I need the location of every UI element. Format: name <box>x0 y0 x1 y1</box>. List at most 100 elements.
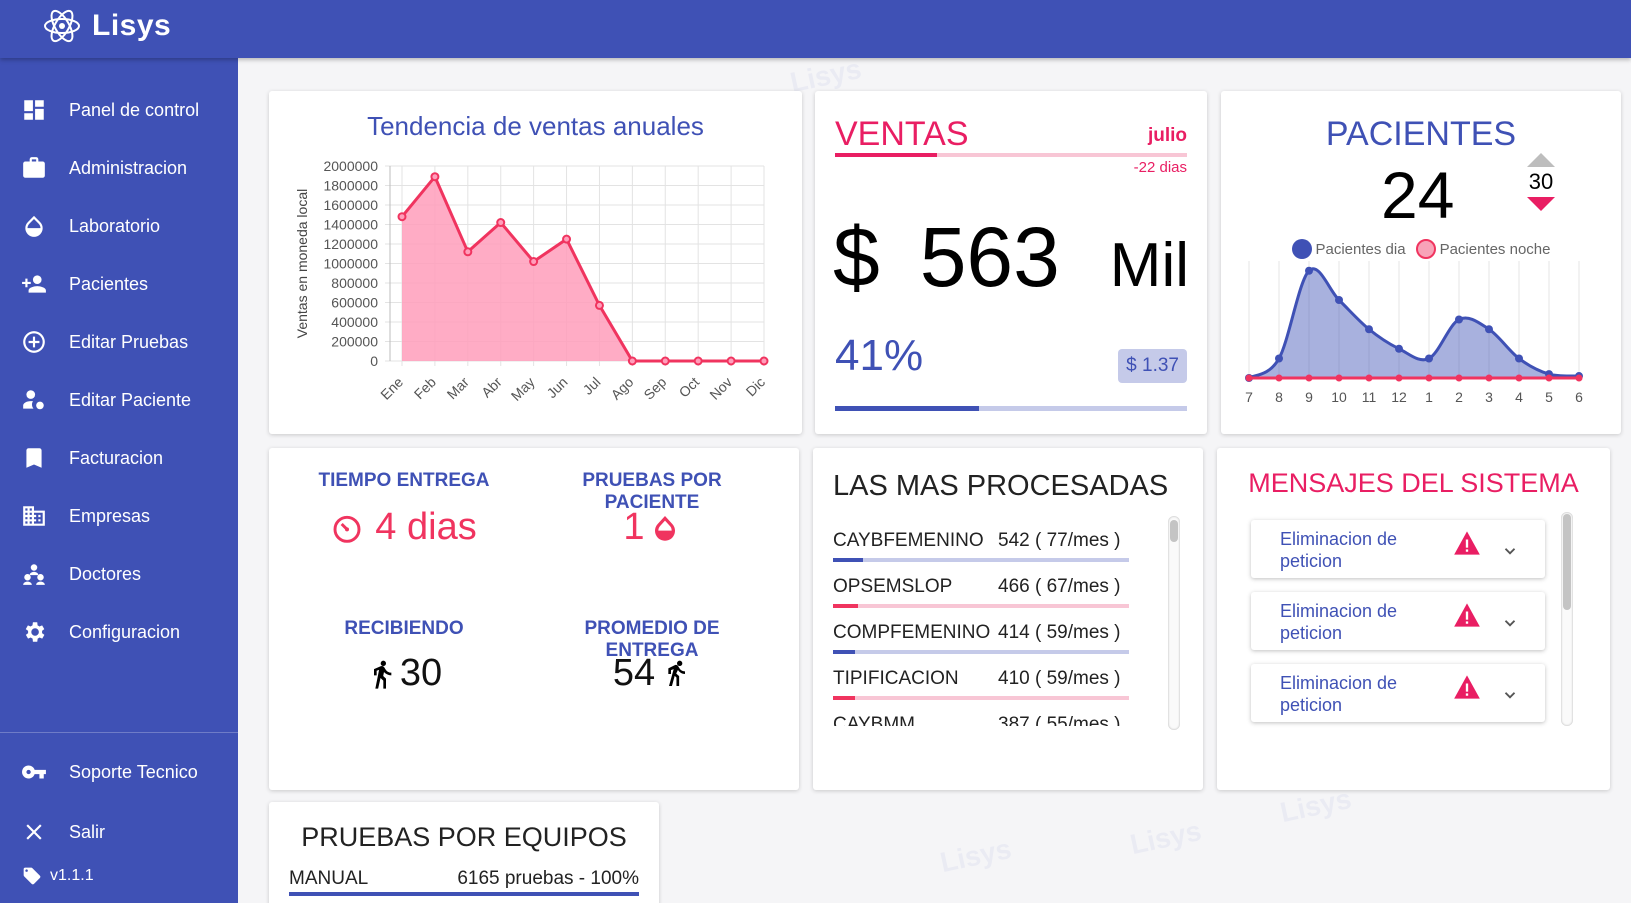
legend-night[interactable]: Pacientes noche <box>1415 239 1551 259</box>
currency-symbol: $ <box>833 210 880 304</box>
test-name: CAYBMM <box>833 714 915 726</box>
test-bar-fill <box>833 696 856 700</box>
x-tick-label: Abr <box>478 374 505 401</box>
mas-procesadas-list[interactable]: CAYBFEMENINO 542 ( 77/mes ) OPSEMSLOP 466 (… <box>833 522 1143 726</box>
day-point <box>1275 354 1283 363</box>
y-tick-label: 1200000 <box>323 236 378 252</box>
warning-icon <box>1454 675 1480 699</box>
dashboard-icon <box>20 96 48 124</box>
equipo-name: MANUAL <box>289 868 369 889</box>
x-tick-label: Jul <box>580 374 604 398</box>
drop-icon <box>20 212 48 240</box>
sales-point <box>496 218 506 228</box>
sales-unit: Mil <box>1109 231 1189 300</box>
hour-tick-label: 5 <box>1545 389 1553 405</box>
x-tick-label: Oct <box>676 374 703 401</box>
sales-area <box>402 176 764 361</box>
chevron-down-icon[interactable] <box>1501 614 1519 632</box>
sales-progress-fill <box>835 406 980 411</box>
pruebas-paciente-label: PRUEBAS POR PACIENTE <box>582 470 722 513</box>
sales-point <box>759 356 769 366</box>
sidebar-item-label: Laboratorio <box>69 215 161 236</box>
patient-change: 30 <box>1528 169 1554 194</box>
scrollbar[interactable] <box>1561 512 1573 726</box>
hour-tick-label: 8 <box>1275 389 1283 405</box>
scrollbar-thumb[interactable] <box>1170 520 1178 542</box>
message-item[interactable]: Eliminacion de peticion <box>1251 592 1545 650</box>
y-tick-label: 200000 <box>331 334 378 350</box>
pacientes-title: PACIENTES <box>1325 115 1517 153</box>
building-icon <box>20 502 48 530</box>
sidebar-item-label: Administracion <box>69 157 188 178</box>
day-point <box>1305 266 1313 275</box>
sales-point <box>627 356 637 366</box>
sidebar-item-editar-paciente[interactable]: Editar Paciente <box>0 376 238 424</box>
sidebar-item-soporte-tecnico[interactable]: Soporte Tecnico <box>0 748 238 796</box>
x-tick-label: Ago <box>608 374 637 403</box>
chevron-down-icon[interactable] <box>1501 686 1519 704</box>
sidebar-item-label: Panel de control <box>69 99 200 120</box>
recibiendo: 30 <box>289 652 519 695</box>
list-item[interactable]: COMPFEMENINO 414 ( 59/mes ) <box>833 614 1143 660</box>
day-point <box>1485 325 1493 334</box>
x-tick-label: Dic <box>742 374 768 400</box>
message-text: Eliminacion de peticion <box>1280 601 1398 643</box>
list-item[interactable]: CAYBFEMENINO 542 ( 77/mes ) <box>833 522 1143 568</box>
user-cog-icon <box>20 386 48 414</box>
legend-day[interactable]: Pacientes dia <box>1291 239 1406 259</box>
night-point <box>1575 374 1583 382</box>
night-point <box>1365 374 1373 382</box>
day-area <box>1249 268 1579 378</box>
ventas-card: VENTAS julio -22 dias $ 563 Mil 41% $ 1.… <box>815 91 1207 434</box>
scrollbar-thumb[interactable] <box>1563 514 1571 610</box>
sidebar-item-label: Editar Paciente <box>69 389 192 410</box>
y-tick-label: 400000 <box>331 314 378 330</box>
sidebar-item-label: Pacientes <box>69 273 149 294</box>
day-point <box>1455 315 1463 324</box>
test-bar <box>833 604 1129 608</box>
list-item[interactable]: CAYBMM 387 ( 55/mes ) <box>833 706 1143 726</box>
sidebar-item-editar-pruebas[interactable]: Editar Pruebas <box>0 318 238 366</box>
sales-point <box>397 212 407 222</box>
sidebar-item-empresas[interactable]: Empresas <box>0 492 238 540</box>
x-tick-label: Mar <box>444 374 473 403</box>
month-progress-bar <box>835 153 1187 157</box>
message-item[interactable]: Eliminacion de peticion <box>1251 664 1545 722</box>
sidebar-item-label: Doctores <box>69 563 142 584</box>
patient-count: 24 <box>1381 158 1455 232</box>
test-bar <box>833 696 1129 700</box>
top-bar: Lisys <box>0 0 1631 58</box>
chevron-down-icon[interactable] <box>1501 542 1519 560</box>
patients-chart: 7 8 9 10 11 12 1 2 3 4 5 6 <box>1245 261 1583 405</box>
test-name: OPSEMSLOP <box>833 576 953 597</box>
sidebar-item-salir[interactable]: Salir <box>0 808 238 856</box>
scrollbar[interactable] <box>1168 516 1180 730</box>
sidebar-item-administracion[interactable]: Administracion <box>0 144 238 192</box>
mas-procesadas-title: LAS MAS PROCESADAS <box>833 470 1169 502</box>
pacientes-card: PACIENTES 24 30 Pacientes dia Pacientes … <box>1221 91 1621 434</box>
walking-icon <box>373 660 392 689</box>
sidebar-item-doctores[interactable]: Doctores <box>0 550 238 598</box>
y-tick-label: 1800000 <box>323 178 378 194</box>
sidebar-item-panel-de-control[interactable]: Panel de control <box>0 86 238 134</box>
equipo-value: 6165 pruebas - 100% <box>457 868 639 889</box>
list-item[interactable]: OPSEMSLOP 466 ( 67/mes ) <box>833 568 1143 614</box>
app-logo[interactable]: Lisys <box>42 6 171 46</box>
y-tick-label: 2000000 <box>323 158 378 174</box>
recibiendo-value: 30 <box>399 652 443 694</box>
test-bar <box>833 650 1129 654</box>
sales-point <box>594 300 604 310</box>
night-point <box>1335 374 1343 382</box>
sidebar-item-laboratorio[interactable]: Laboratorio <box>0 202 238 250</box>
message-item[interactable]: Eliminacion de peticion <box>1251 520 1545 578</box>
equipos-card: PRUEBAS POR EQUIPOS MANUAL 6165 pruebas … <box>269 802 659 903</box>
legend-night-label: Pacientes noche <box>1439 240 1551 258</box>
hour-tick-label: 10 <box>1331 389 1347 405</box>
list-item[interactable]: TIPIFICACION 410 ( 59/mes ) <box>833 660 1143 706</box>
tag-icon <box>23 867 41 885</box>
sidebar-item-pacientes[interactable]: Pacientes <box>0 260 238 308</box>
sidebar-item-configuracion[interactable]: Configuracion <box>0 608 238 656</box>
sidebar-item-facturacion[interactable]: Facturacion <box>0 434 238 482</box>
day-point <box>1395 344 1403 353</box>
chart-title: Tendencia de ventas anuales <box>367 111 704 141</box>
